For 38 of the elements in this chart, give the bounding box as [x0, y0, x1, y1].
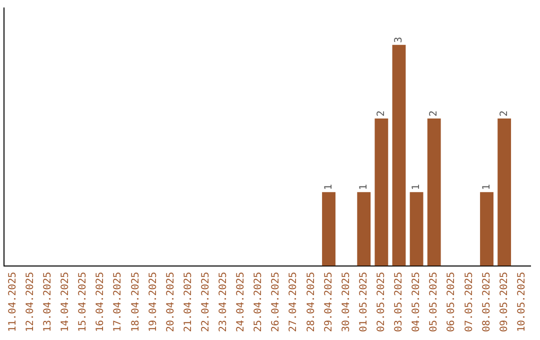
x-tick-label: 05.05.2025 — [428, 272, 440, 332]
x-tick-label: 10.05.2025 — [516, 272, 528, 332]
data-label: 1 — [323, 184, 334, 190]
x-tick-label: 19.04.2025 — [148, 272, 159, 332]
x-tick-label: 07.05.2025 — [464, 272, 475, 332]
x-tick-label: 22.04.2025 — [200, 272, 212, 332]
x-tick-label: 29.04.2025 — [323, 272, 334, 332]
x-tick-label: 18.04.2025 — [130, 272, 142, 332]
x-tick-label: 23.04.2025 — [218, 272, 230, 332]
x-tick-label: 16.04.2025 — [95, 272, 106, 332]
x-tick-label: 15.04.2025 — [78, 272, 89, 332]
x-tick-label: 08.05.2025 — [481, 272, 492, 332]
x-tick-label: 20.04.2025 — [165, 272, 176, 332]
data-label: 2 — [498, 110, 510, 116]
x-tick-label: 27.04.2025 — [288, 272, 300, 332]
x-tick-label: 06.05.2025 — [446, 272, 458, 332]
x-tick-label: 28.04.2025 — [306, 272, 317, 332]
data-label: 2 — [428, 110, 440, 116]
x-tick-label: 09.05.2025 — [498, 272, 510, 332]
x-tick-label: 17.04.2025 — [112, 272, 124, 332]
x-tick-label: 25.04.2025 — [253, 272, 264, 332]
x-tick-label: 04.05.2025 — [411, 272, 422, 332]
x-tick-label: 14.04.2025 — [60, 272, 72, 332]
data-label: 3 — [394, 36, 405, 43]
x-tick-label: 02.05.2025 — [376, 272, 388, 332]
x-tick-label: 01.05.2025 — [358, 272, 370, 332]
data-label: 2 — [376, 110, 388, 116]
x-tick-label: 03.05.2025 — [394, 272, 405, 332]
x-tick-label: 13.04.2025 — [42, 272, 54, 332]
x-tick-label: 30.04.2025 — [340, 272, 352, 332]
data-label: 1 — [481, 184, 492, 190]
x-tick-label: 11.04.2025 — [7, 272, 18, 332]
x-tick-label: 12.04.2025 — [24, 272, 36, 332]
data-label: 1 — [358, 184, 370, 190]
data-label: 1 — [411, 184, 422, 190]
x-tick-label: 24.04.2025 — [236, 272, 247, 332]
x-tick-label: 26.04.2025 — [270, 272, 282, 332]
x-tick-label: 21.04.2025 — [182, 272, 194, 332]
